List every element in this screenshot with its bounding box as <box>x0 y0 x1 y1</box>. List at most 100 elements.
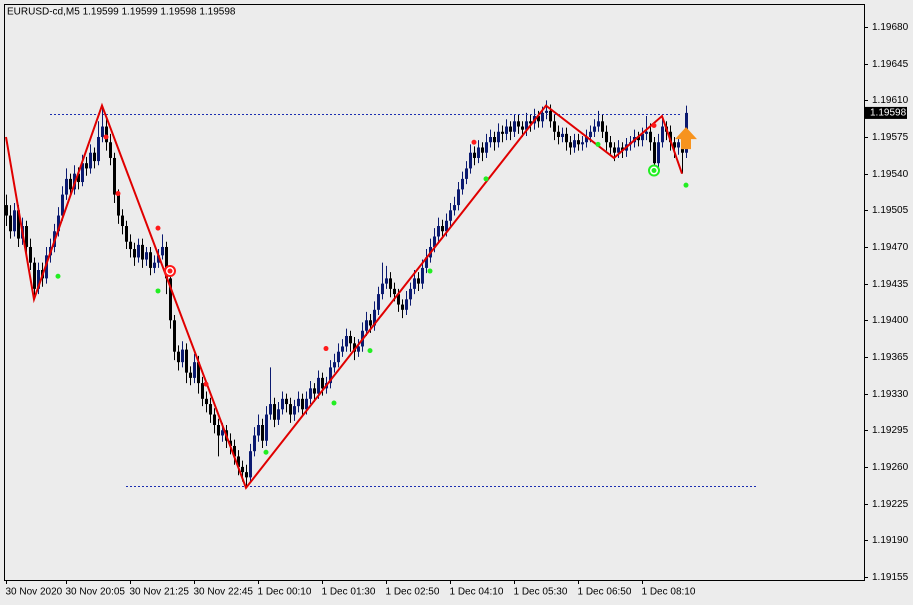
candle-body <box>653 142 656 164</box>
candle-body <box>605 131 608 143</box>
candle-body <box>25 226 28 247</box>
candle-body <box>265 414 268 441</box>
candle-body <box>425 257 428 268</box>
candle-body <box>177 351 180 363</box>
candle-body <box>113 157 116 195</box>
buy-arrow <box>675 127 697 150</box>
candle-body <box>29 246 32 263</box>
candle-body <box>661 126 664 143</box>
signal-ring-center <box>651 168 657 174</box>
signal-dot <box>155 288 161 294</box>
candle-body <box>345 335 348 347</box>
y-tick-label: 1.19540 <box>872 169 909 180</box>
candle-body <box>141 244 144 260</box>
candle-body <box>69 178 72 190</box>
candle-body <box>473 152 476 158</box>
candle-body <box>193 362 196 378</box>
y-tick-label: 1.19365 <box>872 352 909 363</box>
candle-body <box>305 398 308 410</box>
candle-body <box>437 226 440 237</box>
candle-body <box>401 304 404 310</box>
signal-dot <box>471 139 477 145</box>
candle-body <box>173 320 176 352</box>
candle-body <box>97 137 100 162</box>
signal-dot <box>323 346 329 352</box>
signal-dot <box>427 268 433 274</box>
signal-dot <box>683 182 689 188</box>
candle-body <box>133 249 136 258</box>
candle-body <box>477 147 480 158</box>
candle-body <box>541 112 544 122</box>
candle-body <box>509 126 512 132</box>
candle-body <box>189 372 192 378</box>
candle-body <box>9 215 12 232</box>
candle-body <box>593 126 596 132</box>
x-tick-label: 1 Dec 02:50 <box>386 587 440 598</box>
candle-body <box>385 278 388 284</box>
candle-body <box>165 246 168 279</box>
candle-body <box>489 137 492 143</box>
candle-body <box>637 137 640 141</box>
candle-body <box>237 456 240 467</box>
candle-body <box>161 246 164 256</box>
candle-body <box>137 244 140 258</box>
candle-body <box>501 131 504 134</box>
candle-body <box>157 255 160 263</box>
y-tick-label: 1.19610 <box>872 95 909 106</box>
candle-body <box>417 278 420 284</box>
candle-body <box>349 335 352 344</box>
candle-body <box>613 147 616 153</box>
candle-body <box>373 309 376 326</box>
candle-body <box>521 126 524 130</box>
candle-body <box>365 320 368 331</box>
candle-body <box>573 140 576 148</box>
candle-body <box>85 163 88 169</box>
candle-body <box>433 236 436 247</box>
candle-body <box>145 252 148 260</box>
x-tick-label: 1 Dec 01:30 <box>322 587 376 598</box>
candle-body <box>517 121 520 127</box>
candle-body <box>285 398 288 405</box>
y-tick-label: 1.19470 <box>872 242 909 253</box>
candle-body <box>257 425 260 436</box>
candle-body <box>313 388 316 394</box>
candle-body <box>5 205 8 216</box>
candle-body <box>317 377 320 394</box>
price-box <box>865 106 907 119</box>
candle-body <box>601 121 604 132</box>
candle-body <box>577 140 580 145</box>
signal-ring-center <box>167 268 173 274</box>
signal-dot <box>263 449 269 455</box>
candle-body <box>169 278 172 321</box>
candle-body <box>57 215 60 232</box>
candle-body <box>461 178 464 190</box>
candle-body <box>77 173 80 183</box>
candle-body <box>549 110 552 122</box>
plot-frame <box>4 4 865 581</box>
candle-body <box>45 255 48 279</box>
candle-body <box>17 210 20 239</box>
x-tick-label: 1 Dec 00:10 <box>258 587 312 598</box>
signal-dot <box>115 191 121 197</box>
candle-body <box>217 425 220 436</box>
candle-body <box>369 320 372 326</box>
candle-body <box>409 288 412 300</box>
candle-body <box>205 398 208 405</box>
current-price-label: 1.19598 <box>870 108 907 119</box>
y-tick-label: 1.19225 <box>872 499 909 510</box>
candle-body <box>341 346 344 352</box>
candle-body <box>213 414 216 426</box>
candle-body <box>481 147 484 153</box>
candle-body <box>249 451 252 478</box>
candle-body <box>389 278 392 289</box>
candle-body <box>89 152 92 169</box>
x-tick-label: 30 Nov 22:45 <box>194 587 254 598</box>
candle-body <box>353 343 356 352</box>
candle-body <box>413 278 416 289</box>
x-tick-label: 30 Nov 2020 <box>6 587 63 598</box>
candle-body <box>101 126 104 138</box>
candle-body <box>109 142 112 158</box>
candle-body <box>301 398 304 410</box>
candle-body <box>309 388 312 399</box>
